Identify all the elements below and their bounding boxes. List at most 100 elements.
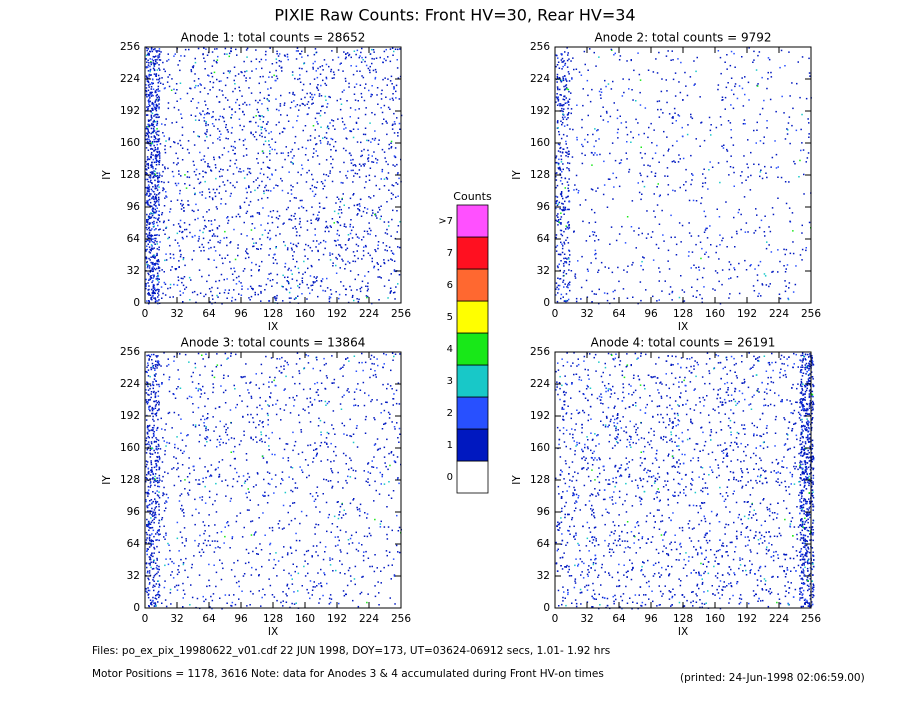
count-pixel	[325, 362, 327, 365]
count-pixel	[219, 139, 221, 141]
count-pixel	[357, 117, 360, 119]
count-pixel	[385, 176, 388, 179]
count-pixel	[595, 65, 597, 67]
count-pixel	[298, 370, 300, 372]
count-pixel	[291, 467, 294, 469]
count-pixel	[803, 173, 805, 176]
count-pixel	[307, 267, 309, 270]
count-pixel	[191, 258, 193, 261]
panel-title: Anode 1: total counts = 28652	[181, 31, 366, 45]
count-pixel	[318, 93, 321, 95]
count-pixel	[155, 464, 158, 466]
count-pixel	[322, 69, 324, 71]
count-pixel	[575, 297, 578, 300]
count-pixel	[266, 98, 268, 100]
count-pixel	[268, 167, 271, 169]
count-pixel	[153, 288, 156, 291]
count-pixel	[566, 181, 569, 183]
count-pixel	[226, 53, 228, 55]
count-pixel	[768, 226, 770, 228]
count-pixel	[325, 375, 328, 377]
count-pixel	[631, 264, 633, 266]
count-pixel	[158, 176, 160, 178]
count-pixel	[614, 52, 616, 55]
count-pixel	[266, 176, 269, 179]
count-pixel	[355, 121, 358, 124]
count-pixel	[756, 129, 758, 131]
count-pixel	[696, 278, 699, 281]
count-pixel	[360, 165, 362, 167]
count-pixel	[223, 120, 226, 123]
count-pixel	[152, 207, 154, 209]
count-pixel	[157, 160, 159, 162]
count-pixel	[243, 74, 245, 77]
count-pixel	[251, 566, 253, 569]
count-pixel	[197, 101, 200, 104]
count-pixel	[789, 95, 791, 97]
count-pixel	[252, 181, 255, 183]
count-pixel	[311, 589, 314, 591]
count-pixel	[383, 423, 385, 425]
count-pixel	[155, 50, 157, 52]
count-pixel	[383, 118, 385, 120]
count-pixel	[331, 218, 334, 220]
count-pixel	[344, 573, 346, 575]
count-pixel	[555, 101, 557, 103]
count-pixel	[393, 132, 396, 134]
count-pixel	[163, 586, 166, 589]
count-pixel	[626, 271, 628, 273]
count-pixel	[153, 559, 155, 562]
count-pixel	[385, 48, 387, 51]
count-pixel	[345, 249, 347, 251]
count-pixel	[299, 199, 302, 202]
count-pixel	[269, 152, 271, 155]
count-pixel	[555, 294, 557, 296]
count-pixel	[194, 498, 196, 501]
count-pixel	[292, 126, 294, 129]
count-pixel	[763, 136, 765, 138]
count-pixel	[334, 433, 336, 435]
count-pixel	[688, 222, 690, 224]
count-pixel	[325, 63, 328, 66]
count-pixel	[326, 582, 328, 585]
count-pixel	[668, 148, 670, 150]
count-pixel	[150, 297, 152, 299]
count-pixel	[150, 156, 152, 159]
count-pixel	[150, 61, 152, 63]
count-pixel	[322, 253, 325, 256]
count-pixel	[316, 87, 319, 90]
count-pixel	[180, 208, 183, 210]
count-pixel	[380, 520, 382, 523]
count-pixel	[561, 234, 564, 237]
count-pixel	[339, 98, 342, 100]
count-pixel	[250, 92, 253, 94]
count-pixel	[234, 575, 236, 578]
count-pixel	[232, 90, 234, 93]
count-pixel	[568, 169, 571, 172]
count-pixel	[281, 471, 284, 473]
count-pixel	[304, 459, 307, 461]
count-pixel	[377, 364, 379, 367]
count-pixel	[282, 605, 284, 607]
count-pixel	[309, 580, 312, 582]
count-pixel	[146, 461, 149, 463]
count-pixel	[156, 93, 158, 96]
count-pixel	[267, 423, 269, 426]
count-pixel	[207, 165, 209, 167]
count-pixel	[325, 76, 328, 79]
count-pixel	[210, 72, 213, 74]
count-pixel	[294, 105, 297, 108]
y-tick-label: 160	[530, 137, 550, 149]
count-pixel	[349, 537, 352, 540]
count-pixel	[367, 157, 370, 159]
count-pixel	[248, 256, 250, 259]
count-pixel	[680, 61, 682, 64]
count-pixel	[380, 178, 382, 180]
count-pixel	[259, 76, 262, 78]
count-pixel	[153, 161, 156, 164]
count-pixel	[556, 184, 559, 187]
count-pixel	[197, 545, 200, 547]
count-pixel	[172, 253, 175, 256]
count-pixel	[278, 370, 281, 372]
count-pixel	[147, 489, 150, 491]
